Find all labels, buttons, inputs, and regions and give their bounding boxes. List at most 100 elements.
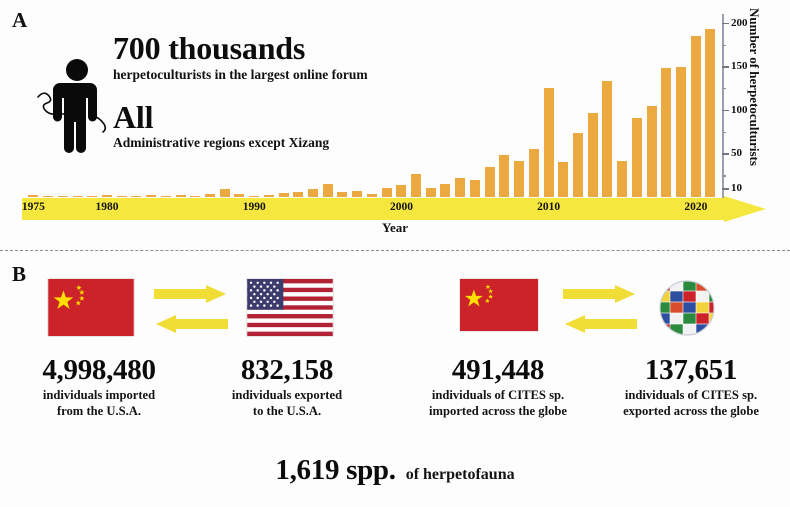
x-axis-title: Year xyxy=(382,220,408,235)
bar-slot xyxy=(453,14,468,197)
bar xyxy=(366,194,377,197)
bar-chart-plot-area xyxy=(26,14,718,197)
bar-slot xyxy=(423,14,438,197)
stat-value: 137,651 xyxy=(644,354,738,386)
y-axis-line xyxy=(722,14,724,199)
bar xyxy=(234,194,245,197)
bar-slot xyxy=(556,14,571,197)
bidirectional-arrows-1 xyxy=(154,285,228,333)
stat-caption-line2: imported across the globe xyxy=(429,403,567,418)
bar xyxy=(455,177,466,197)
bar xyxy=(337,191,348,197)
x-axis-tick-label: 2010 xyxy=(537,201,561,213)
footer-value: 1,619 spp. xyxy=(275,454,396,486)
bar-slot xyxy=(144,14,159,197)
stat-caption-line2: from the U.S.A. xyxy=(56,403,142,418)
globe-flags-icon xyxy=(657,278,717,338)
bar-slot xyxy=(629,14,644,197)
bar-slot xyxy=(188,14,203,197)
bar-slot xyxy=(365,14,380,197)
bar-slot xyxy=(247,14,262,197)
stat-caption-line2: exported across the globe xyxy=(623,403,759,418)
y-axis-minor-tick xyxy=(722,175,726,177)
bar-slot xyxy=(276,14,291,197)
bar-slot xyxy=(600,14,615,197)
bar xyxy=(131,196,142,197)
bar xyxy=(499,155,510,197)
bar-slot xyxy=(306,14,321,197)
bar-slot xyxy=(571,14,586,197)
bar xyxy=(617,161,628,197)
bar xyxy=(381,188,392,197)
bar xyxy=(249,196,260,197)
bar-slot xyxy=(409,14,424,197)
bar-slot xyxy=(379,14,394,197)
y-axis-minor-tick xyxy=(722,44,726,46)
arrow-left-icon xyxy=(156,315,228,333)
y-axis-tick-label: 150 xyxy=(731,60,748,73)
headline-block: 700 thousands herpetoculturists in the l… xyxy=(113,32,533,152)
bar-slot xyxy=(335,14,350,197)
bar xyxy=(101,195,112,197)
usa-flag-icon xyxy=(247,279,333,336)
x-axis-tick-label: 1990 xyxy=(242,201,266,213)
bar-slot xyxy=(129,14,144,197)
bar xyxy=(278,192,289,197)
bar xyxy=(175,195,186,197)
bar xyxy=(308,189,319,197)
x-axis-tick-label: 1975 xyxy=(21,201,45,213)
bar xyxy=(116,196,127,197)
stat-caption-line1: individuals of CITES sp. xyxy=(431,388,565,403)
bar-slot xyxy=(41,14,56,197)
bar xyxy=(322,183,333,197)
bar xyxy=(514,161,525,197)
y-axis-tick xyxy=(722,188,729,190)
china-flag-icon xyxy=(48,279,134,336)
bar-slot xyxy=(394,14,409,197)
panel-a-letter: A xyxy=(12,8,28,32)
bar-slot xyxy=(70,14,85,197)
bar xyxy=(469,180,480,197)
panel-b-letter: B xyxy=(12,262,27,286)
bar-slot xyxy=(482,14,497,197)
bar xyxy=(602,81,613,197)
stat-block-2: 491,448 individuals of CITES sp. importe… xyxy=(398,355,598,419)
bar-slot xyxy=(644,14,659,197)
bar-slot xyxy=(291,14,306,197)
bar xyxy=(263,195,274,197)
bar xyxy=(558,162,569,197)
arrow-right-icon xyxy=(563,285,635,303)
bar-slot xyxy=(203,14,218,197)
stat-value: 4,998,480 xyxy=(42,354,156,386)
bar-slot xyxy=(114,14,129,197)
bar xyxy=(587,113,598,197)
stat-block-1: 832,158 individuals exported to the U.S.… xyxy=(199,355,375,419)
bar-slot xyxy=(158,14,173,197)
bar xyxy=(440,183,451,197)
bidirectional-arrows-2 xyxy=(563,285,637,333)
footer-summary: 1,619 spp. of herpetofauna xyxy=(0,454,790,487)
bar xyxy=(87,196,98,197)
bar-slot xyxy=(100,14,115,197)
y-axis-tick xyxy=(722,66,729,68)
stat-value: 832,158 xyxy=(240,354,334,386)
bar-slot xyxy=(262,14,277,197)
bar xyxy=(631,117,642,197)
bar xyxy=(705,28,716,197)
bar-slot xyxy=(232,14,247,197)
bar-slot xyxy=(703,14,718,197)
bar-slot xyxy=(85,14,100,197)
stat-caption-line1: individuals exported xyxy=(231,388,343,403)
bar xyxy=(484,167,495,197)
y-axis-tick-label: 50 xyxy=(731,147,742,160)
x-axis-tick-label: 2020 xyxy=(684,201,708,213)
y-axis-tick xyxy=(722,153,729,156)
stat-block-0: 4,998,480 individuals imported from the … xyxy=(4,355,194,419)
bar-slot xyxy=(173,14,188,197)
bar xyxy=(352,190,363,197)
bar-slot xyxy=(55,14,70,197)
bar-slot xyxy=(468,14,483,197)
bar-slot xyxy=(585,14,600,197)
x-axis-tick-label: 1980 xyxy=(95,201,119,213)
